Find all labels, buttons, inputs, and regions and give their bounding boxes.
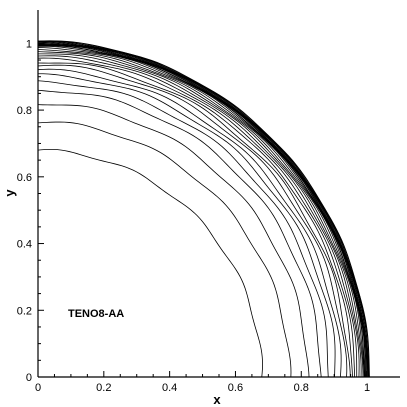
y-tick-label: 0.2 [17, 305, 32, 317]
contour-line [37, 40, 370, 378]
y-tick-label: 1 [26, 38, 32, 50]
contour-line [37, 64, 348, 378]
x-axis-ticks: 0 0.2 0.4 0.6 0.8 1 [35, 371, 370, 394]
x-tick-label: 0.4 [162, 382, 177, 394]
x-tick-label: 1 [364, 382, 370, 394]
contour-lines [37, 40, 370, 378]
contour-line [37, 68, 342, 378]
contour-line [37, 62, 351, 378]
scheme-annotation: TENO8-AA [68, 308, 124, 320]
contour-line [37, 43, 367, 378]
contour-line [37, 42, 368, 378]
contour-line [37, 55, 356, 378]
contour-line [37, 45, 365, 378]
contour-line [37, 73, 336, 378]
contour-line [37, 51, 360, 378]
x-tick-label: 0.2 [96, 382, 111, 394]
y-axis-ticks: 0 0.2 0.4 0.6 0.8 1 [17, 38, 44, 384]
x-tick-label: 0.6 [228, 382, 243, 394]
y-tick-label: 0.6 [17, 172, 32, 184]
y-tick-label: 0 [26, 372, 32, 384]
contour-line [37, 121, 292, 378]
contour-line [37, 53, 358, 377]
contour-line [37, 41, 369, 378]
contour-line [37, 57, 353, 378]
contour-line [37, 80, 329, 378]
contour-line [37, 89, 322, 378]
x-tick-label: 0.8 [294, 382, 309, 394]
contour-line [37, 104, 310, 378]
contour-line [37, 45, 366, 378]
contour-line [37, 49, 362, 378]
y-axis-label: y [2, 189, 17, 197]
contour-line [37, 47, 364, 378]
y-tick-label: 0.4 [17, 239, 32, 251]
contour-line [37, 148, 263, 378]
x-tick-label: 0 [35, 382, 41, 394]
x-axis-label: x [213, 392, 221, 407]
contour-line [37, 44, 366, 378]
y-tick-label: 0.8 [17, 105, 32, 117]
